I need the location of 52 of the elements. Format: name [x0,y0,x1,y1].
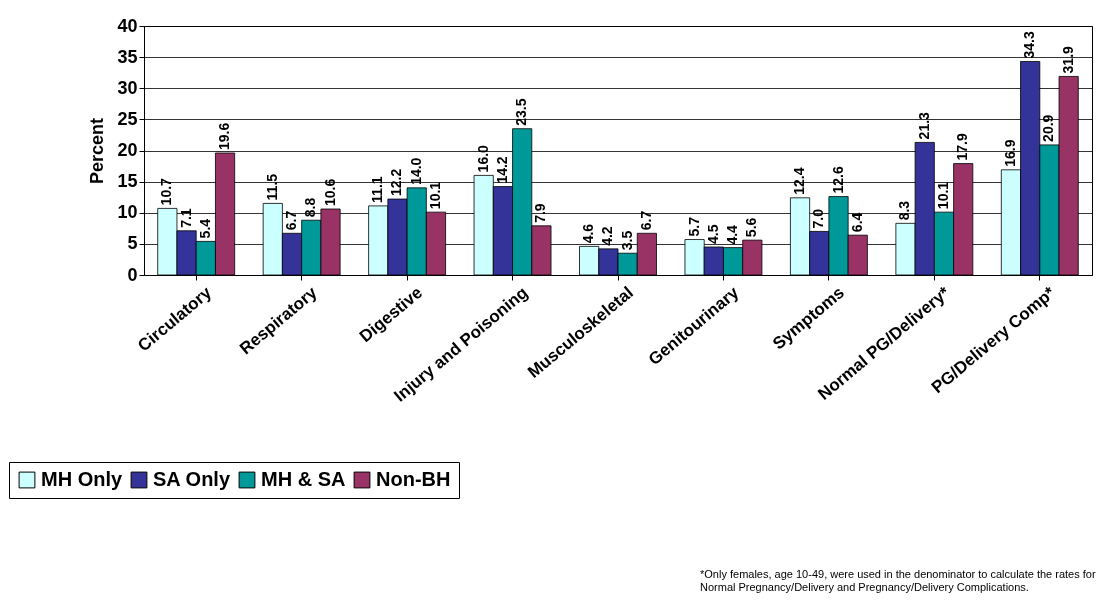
data-label: 19.6 [216,122,233,150]
data-label: 4.4 [724,224,741,245]
data-label: 7.1 [177,208,194,228]
y-tick-label: 35 [117,46,138,67]
data-label: 31.9 [1059,45,1076,74]
data-label: 5.7 [685,216,702,237]
data-label: 7.0 [810,208,827,229]
data-label: 14.2 [493,156,510,184]
data-label: 7.9 [532,203,549,223]
y-tick-label: 10 [117,202,138,223]
data-label: 4.5 [704,224,721,244]
data-label: 6.4 [848,212,865,233]
data-label: 6.7 [637,210,654,231]
y-tick-label: 30 [117,77,138,98]
data-label: 23.5 [513,98,530,126]
text: Normal Pregnancy/Delivery and Pregnancy/Delivery Complications. [700,581,1030,594]
data-label: 21.3 [915,111,932,140]
legend-label: MH Only [41,468,123,490]
y-tick-label: 5 [127,233,138,254]
data-label: 11.5 [263,173,280,201]
data-label: 5.4 [196,218,213,239]
data-label: 16.9 [1001,139,1018,167]
data-label: 11.1 [369,176,386,203]
data-label: 12.4 [791,167,808,195]
y-axis-title: Percent [87,117,108,185]
data-label: 6.7 [283,210,300,231]
y-tick-label: 15 [117,171,138,192]
y-tick-label: 20 [117,140,138,160]
data-label: 10.1 [934,181,951,210]
data-label: 12.2 [388,168,405,197]
data-label: 10.7 [158,177,175,206]
legend-label: MH & SA [261,468,346,490]
data-label: 20.9 [1040,114,1057,142]
data-label: 4.6 [580,223,597,244]
y-tick-label: 25 [117,108,138,129]
data-label: 17.9 [954,133,971,161]
data-label: 14.0 [407,157,424,185]
data-label: 5.6 [743,217,760,238]
data-label: 3.5 [618,230,635,251]
data-label: 16.0 [474,144,491,173]
data-label: 34.3 [1021,31,1038,59]
data-label: 4.2 [599,226,616,246]
y-tick-label: 40 [117,15,138,36]
data-label: 8.3 [896,200,913,221]
data-label: 12.6 [829,166,846,194]
data-label: 8.8 [302,197,319,218]
legend-label: Non-BH [376,468,451,490]
data-label: 10.6 [321,178,338,207]
legend-label: SA Only [153,468,231,490]
y-tick-label: 0 [127,264,138,285]
data-label: 10.1 [426,181,443,210]
text: *Only females, age 10-49, were used in the denominator to calculate the rates for [700,568,1096,581]
